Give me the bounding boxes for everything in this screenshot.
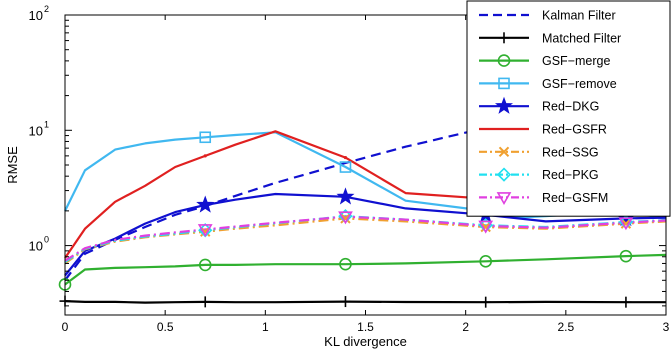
x-axis-label: KL divergence	[324, 334, 407, 349]
series-line-red-pkg	[64, 215, 667, 263]
x-tick-label: 0	[62, 320, 69, 334]
legend-item: GSF−remove	[479, 77, 617, 91]
x-tick-label: 3	[663, 320, 670, 334]
legend-label: GSF−remove	[542, 77, 617, 91]
data-point-red-ssg	[340, 213, 351, 224]
series-markers	[58, 131, 635, 308]
legend-label: GSF−merge	[542, 54, 610, 68]
x-tick-label: 2	[462, 320, 469, 334]
data-point-red-gsfm	[338, 211, 353, 225]
legend-item: Red−GSFR	[479, 123, 607, 137]
y-tick-label-base: 10	[29, 123, 43, 138]
series-line-gsf-merge	[64, 253, 667, 286]
data-point-red-dkg	[196, 195, 215, 213]
series-line-red-dkg	[64, 192, 667, 277]
data-point-gsf-merge	[198, 258, 212, 272]
data-point-red-ssg	[480, 221, 491, 233]
legend-label: Red−SSG	[542, 145, 599, 159]
data-point-gsf-remove	[339, 161, 352, 173]
y-tick-label-exp: 1	[44, 119, 49, 129]
y-tick-label: 10 1	[29, 119, 49, 138]
data-point-matched-filter	[339, 296, 351, 308]
legend-item: Red−GSFM	[479, 191, 608, 206]
data-point-red-dkg	[336, 187, 355, 205]
data-point-gsf-merge	[479, 255, 493, 268]
data-point-gsf-merge	[619, 249, 633, 263]
x-tick-label: 1	[262, 320, 269, 334]
y-tick-label-base: 10	[29, 8, 43, 23]
data-point-red-gsfm	[197, 224, 213, 238]
data-point-matched-filter	[480, 296, 492, 308]
legend-marker	[496, 167, 512, 182]
data-point-red-gsfm	[478, 220, 494, 234]
data-point-gsf-merge	[339, 257, 352, 271]
data-point-matched-filter	[199, 296, 211, 308]
data-point-red-gsfm	[618, 217, 634, 231]
y-tick-label: 10 0	[29, 235, 49, 254]
legend-marker	[498, 77, 510, 90]
legend-label: Red−DKG	[542, 100, 599, 114]
legend-marker	[497, 54, 511, 67]
legend-label: Red−PKG	[542, 168, 599, 182]
data-point-red-ssg	[620, 218, 632, 229]
series-line-red-ssg	[64, 217, 667, 265]
data-point-gsf-remove	[199, 131, 212, 144]
data-point-red-gsfr	[343, 155, 348, 160]
legend-item: Matched Filter	[479, 31, 621, 45]
legend-label: Kalman Filter	[542, 9, 616, 23]
legend-item: Red−DKG	[479, 96, 599, 114]
series-line-kalman-filter	[64, 114, 547, 281]
legend-marker	[498, 146, 510, 158]
legend-marker	[496, 192, 512, 206]
legend: Kalman Filter Matched Filter GSF−merge GSF−…	[466, 0, 671, 217]
legend-item: Kalman Filter	[479, 9, 616, 23]
legend-label: Matched Filter	[542, 31, 621, 45]
x-tick-label: 0.5	[157, 320, 174, 334]
y-axis-label: RMSE	[5, 146, 20, 184]
legend-marker	[494, 96, 514, 114]
x-tick-label: 2.5	[557, 320, 574, 334]
legend-item: Red−SSG	[479, 145, 599, 159]
legend-item: GSF−merge	[479, 54, 610, 68]
y-tick-label-exp: 0	[44, 235, 49, 245]
data-point-matched-filter	[620, 296, 632, 308]
data-point-red-gsfr	[203, 154, 207, 158]
series-line-red-gsfm	[64, 215, 667, 262]
legend-label: Red−GSFM	[542, 191, 608, 205]
legend-item: Red−PKG	[479, 167, 599, 182]
x-tick-label: 1.5	[357, 320, 374, 334]
y-tick-label: 10 2	[29, 4, 49, 23]
y-tick-label-base: 10	[29, 239, 43, 254]
series-line-matched-filter	[64, 300, 666, 304]
y-tick-label-exp: 2	[44, 4, 49, 14]
legend-marker	[498, 32, 510, 44]
legend-label: Red−GSFR	[542, 123, 607, 137]
